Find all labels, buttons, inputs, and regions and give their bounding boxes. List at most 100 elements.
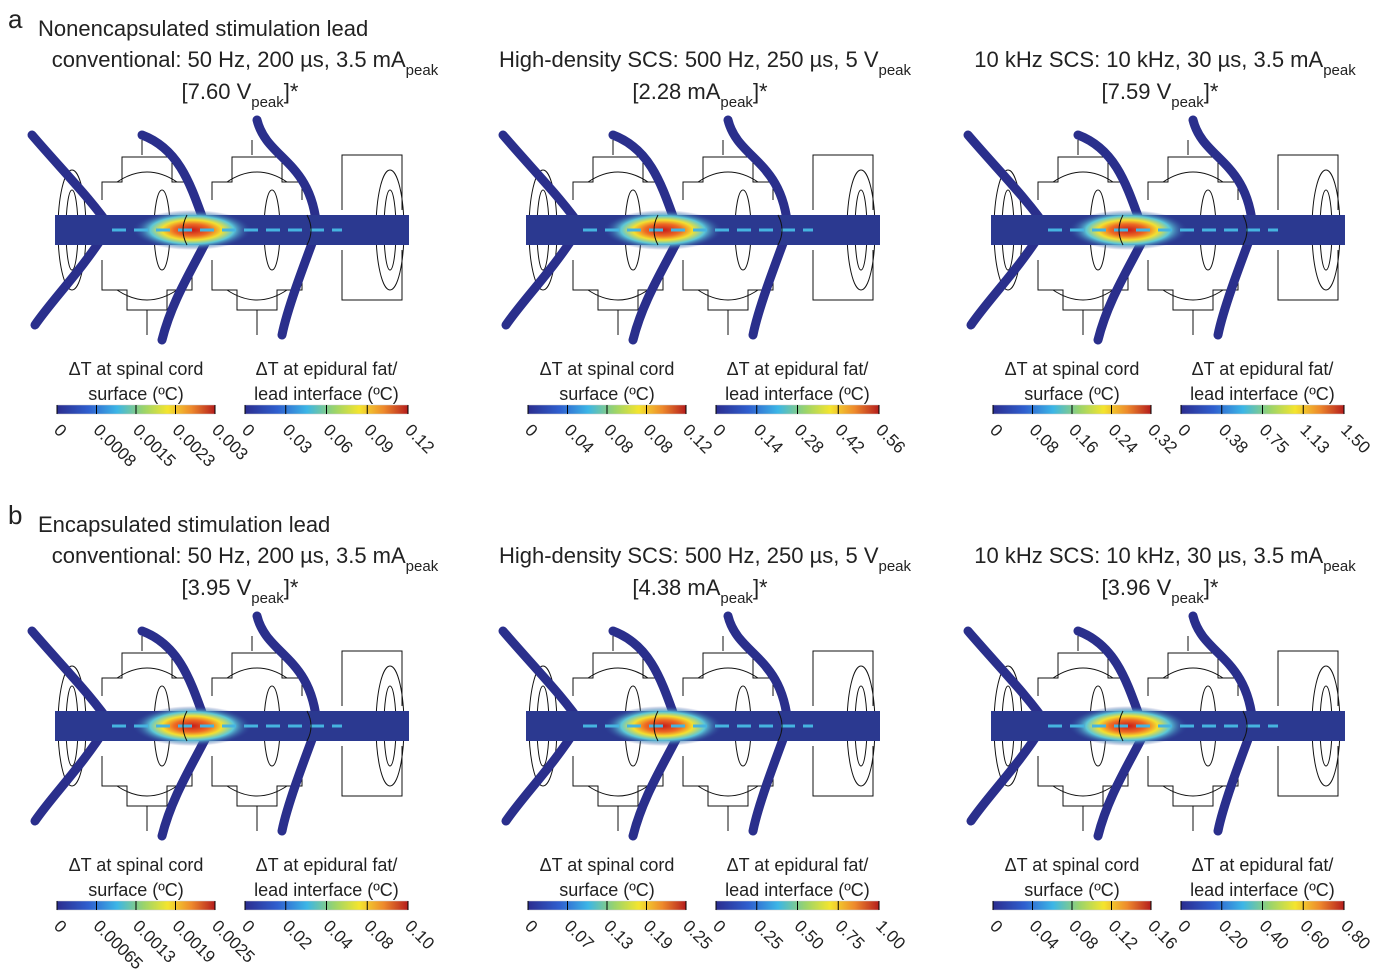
heading-text: conventional: 50 Hz, 200 µs, 3.5 mA [52, 47, 406, 72]
colorbar-tick-label: 0.10 [401, 916, 438, 953]
condition-heading: 10 kHz SCS: 10 kHz, 30 µs, 3.5 mApeak [974, 543, 1356, 575]
colorbar-tick-label: 0 [709, 916, 729, 936]
colorbar-tick-label: 0.08 [360, 916, 397, 953]
colorbar-tick-label: 0.08 [600, 420, 637, 457]
colorbar-tick-label: 0.0019 [169, 916, 219, 966]
spinal-model [968, 120, 1345, 340]
colorbar-tick-label: 0.0023 [169, 420, 219, 470]
colorbar-label: ΔT at spinal cord [69, 359, 204, 379]
spinal-model [32, 616, 409, 836]
colorbar-label: lead interface (ºC) [254, 384, 399, 404]
heading-subscript: peak [879, 558, 912, 575]
heading-text: High-density SCS: 500 Hz, 250 µs, 5 V [499, 543, 879, 568]
colorbar-tick-label: 0 [238, 420, 258, 440]
condition-heading: conventional: 50 Hz, 200 µs, 3.5 mApeak [52, 47, 439, 79]
heading-text: [2.28 mA [632, 79, 720, 104]
condition-heading: 10 kHz SCS: 10 kHz, 30 µs, 3.5 mApeak [974, 47, 1356, 79]
colorbar-label: ΔT at spinal cord [1005, 855, 1140, 875]
figure: a Nonencapsulated stimulation lead convent… [0, 0, 1377, 970]
colorbar-tick-label: 0 [986, 420, 1006, 440]
colorbar-tick-label: 0.50 [791, 916, 828, 953]
colorbar-tick-label: 0 [238, 916, 258, 936]
heading-text: [7.59 V [1102, 79, 1172, 104]
colorbar-tick-label: 0.42 [831, 420, 868, 457]
nerve-root [1193, 616, 1253, 726]
spinal-model [32, 120, 409, 340]
colorbar-tick-label: 0 [1174, 420, 1194, 440]
colorbar-tick-label: 0.03 [279, 420, 316, 457]
spinal-model [503, 616, 880, 836]
colorbar-tick-label: 0.28 [791, 420, 828, 457]
colorbar-tick-label: 0.12 [679, 420, 716, 457]
colorbar-tick-label: 1.13 [1296, 420, 1333, 457]
colorbar-tick-label: 0.04 [561, 420, 598, 457]
colorbar-tick-label: 0.08 [1065, 916, 1102, 953]
amplitude-heading: [2.28 mApeak]* [632, 79, 768, 111]
colorbar-tick-label: 0.75 [831, 916, 868, 953]
nerve-root [753, 726, 788, 831]
colorbar-tick-label: 0.24 [1105, 420, 1142, 457]
condition-heading: High-density SCS: 500 Hz, 250 µs, 5 Vpea… [499, 543, 912, 575]
colorbar-tick-label: 1.50 [1337, 420, 1374, 457]
colorbar-tick-label: 0.13 [600, 916, 637, 953]
colorbar-label: lead interface (ºC) [1190, 880, 1335, 900]
colorbar-tick-label: 0.56 [872, 420, 909, 457]
nerve-root [728, 616, 788, 726]
colorbar-tick-label: 0.04 [320, 916, 357, 953]
condition-heading: conventional: 50 Hz, 200 µs, 3.5 mApeak [52, 543, 439, 575]
colorbar-label: surface (ºC) [88, 384, 184, 404]
heading-text: [4.38 mA [632, 575, 720, 600]
colorbar-tick-label: 0.60 [1296, 916, 1333, 953]
colorbar-tick-label: 0.12 [1105, 916, 1142, 953]
colorbar-label: ΔT at spinal cord [540, 855, 675, 875]
colorbar-label: ΔT at epidural fat/ [727, 855, 869, 875]
colorbar-tick-label: 0.16 [1144, 916, 1181, 953]
colorbar-tick-label: 0.06 [320, 420, 357, 457]
heading-subscript: peak [251, 590, 284, 607]
colorbar-tick-label: 0.19 [640, 916, 677, 953]
nerve-root [1218, 726, 1253, 831]
colorbar-label: lead interface (ºC) [1190, 384, 1335, 404]
panel-title: Nonencapsulated stimulation lead [38, 16, 368, 41]
heading-suffix: ]* [1204, 79, 1219, 104]
heading-subscript: peak [406, 62, 439, 79]
spinal-model [968, 616, 1345, 836]
heading-subscript: peak [1323, 62, 1356, 79]
colorbar-label: ΔT at epidural fat/ [1192, 359, 1334, 379]
panel-letter: b [8, 500, 22, 530]
colorbar-label: surface (ºC) [1024, 880, 1120, 900]
heading-text: 10 kHz SCS: 10 kHz, 30 µs, 3.5 mA [974, 543, 1323, 568]
panel-letter: a [8, 4, 23, 34]
colorbar-tick-label: 1.00 [872, 916, 909, 953]
colorbar-tick-label: 0.20 [1215, 916, 1252, 953]
colorbar-label: surface (ºC) [1024, 384, 1120, 404]
heading-subscript: peak [720, 94, 753, 111]
colorbar-tick-label: 0.02 [279, 916, 316, 953]
colorbar-label: lead interface (ºC) [254, 880, 399, 900]
colorbar-tick-label: 0.12 [401, 420, 438, 457]
colorbar-tick-label: 0.07 [561, 916, 598, 953]
colorbar-label: ΔT at spinal cord [540, 359, 675, 379]
heading-subscript: peak [720, 590, 753, 607]
heading-suffix: ]* [284, 79, 299, 104]
condition-heading: High-density SCS: 500 Hz, 250 µs, 5 Vpea… [499, 47, 912, 79]
colorbar-label: ΔT at epidural fat/ [1192, 855, 1334, 875]
colorbar-tick-label: 0.32 [1144, 420, 1181, 457]
nerve-root [728, 120, 788, 230]
heading-text: 10 kHz SCS: 10 kHz, 30 µs, 3.5 mA [974, 47, 1323, 72]
colorbar-tick-label: 0.75 [1256, 420, 1293, 457]
heading-text: [3.95 V [182, 575, 252, 600]
heading-suffix: ]* [284, 575, 299, 600]
nerve-root [257, 120, 317, 230]
nerve-root [1193, 120, 1253, 230]
amplitude-heading: [7.60 Vpeak]* [182, 79, 299, 111]
colorbar-tick-label: 0 [50, 420, 70, 440]
colorbar-tick-label: 0.09 [360, 420, 397, 457]
colorbar-tick-label: 0 [521, 420, 541, 440]
nerve-root [1218, 230, 1253, 335]
colorbar-tick-label: 0.25 [750, 916, 787, 953]
colorbar-label: surface (ºC) [88, 880, 184, 900]
nerve-root [282, 726, 317, 831]
heading-subscript: peak [1171, 590, 1204, 607]
heading-subscript: peak [406, 558, 439, 575]
